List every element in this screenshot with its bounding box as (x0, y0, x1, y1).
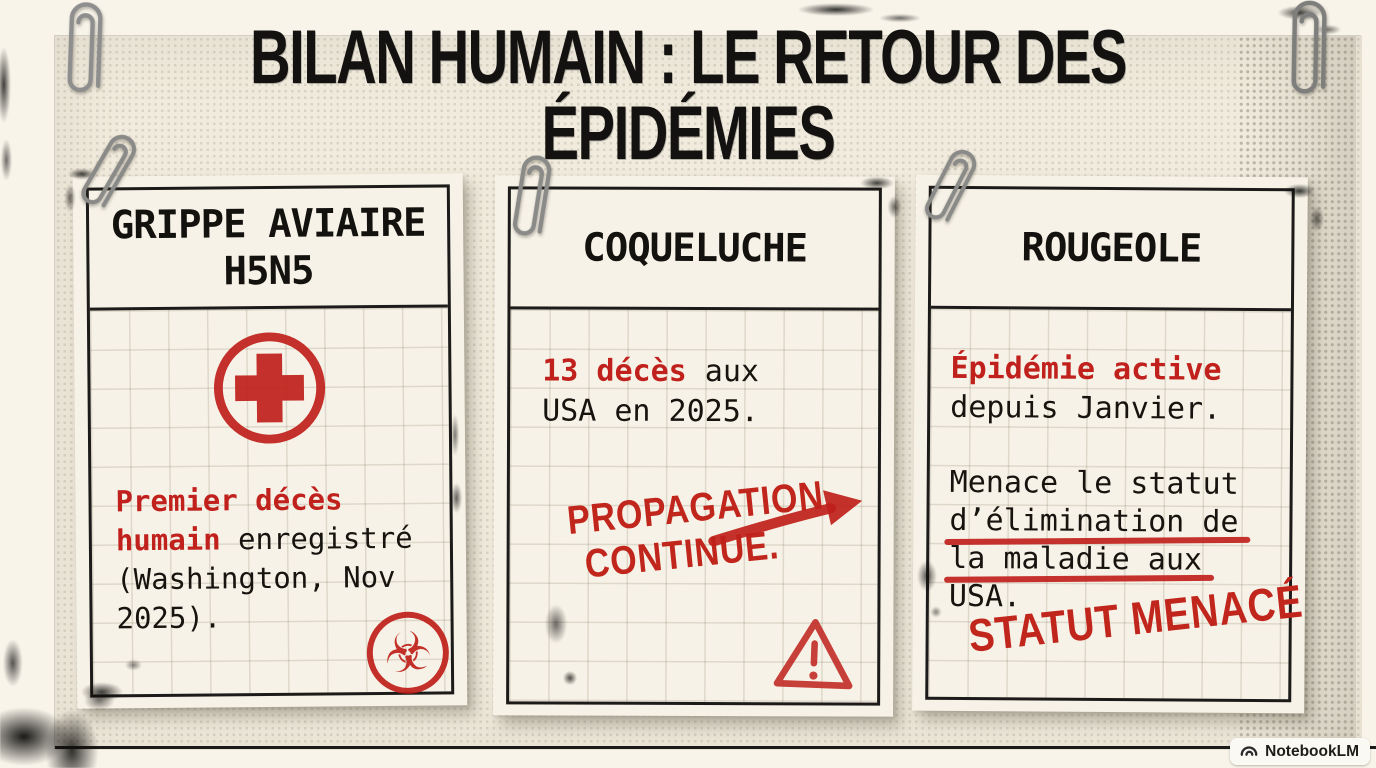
highlight-text: Épidémie active (950, 350, 1222, 388)
card-coqueluche: COQUELUCHE 13 décès aux USA en 2025. PRO… (493, 175, 895, 717)
card-title-coqueluche: COQUELUCHE (510, 189, 879, 311)
card-title-text: ROUGEOLE (1021, 225, 1202, 272)
page-title: BILAN HUMAIN : LE RETOUR DES ÉPIDÉMIES (249, 15, 1128, 176)
medical-cross-icon (213, 332, 326, 444)
plain-text: depuis Janvier. (950, 389, 1222, 427)
card-frame: ROUGEOLE Épidémie active depuis Janvier.… (925, 185, 1305, 703)
card-rougeole: ROUGEOLE Épidémie active depuis Janvier.… (912, 174, 1308, 714)
underlined-text: d’élimination de (949, 502, 1239, 540)
text-line-underlined: la maladie aux (949, 540, 1238, 580)
text-line: Menace le statut (950, 464, 1239, 504)
warning-triangle-icon (773, 619, 853, 690)
card-body: Premier décès humain enregistré (Washing… (89, 307, 455, 700)
card-title-rougeole: ROUGEOLE (930, 188, 1292, 312)
card-body-text: Épidémie active depuis Janvier. (950, 349, 1253, 429)
card-title-text: GRIPPE AVIAIRE H5N5 (110, 200, 426, 294)
grunge-mark (0, 40, 22, 190)
brand-name: NotebookLM (1265, 742, 1359, 760)
notebooklm-logo-icon (1240, 745, 1258, 756)
card-body-text: 13 décès aux USA en 2025. (542, 351, 774, 432)
plain-text: Menace le statut (949, 464, 1239, 502)
card-frame: GRIPPE AVIAIRE H5N5 Premier décès humain… (85, 184, 455, 700)
card-body: 13 décès aux USA en 2025. PROPAGATION CO… (509, 309, 879, 703)
card-title-grippe: GRIPPE AVIAIRE H5N5 (88, 187, 448, 311)
highlight-text: 13 décès (542, 353, 687, 389)
card-frame: COQUELUCHE 13 décès aux USA en 2025. PRO… (506, 186, 882, 706)
arrow-right-icon (708, 490, 863, 547)
underlined-text: la maladie aux (949, 540, 1203, 578)
notebooklm-badge: NotebookLM (1230, 738, 1370, 765)
card-grippe-aviaire: GRIPPE AVIAIRE H5N5 Premier décès humain… (72, 173, 468, 709)
text-line-underlined: d’élimination de (949, 502, 1238, 542)
card-body: Épidémie active depuis Janvier. Menace l… (928, 308, 1305, 700)
card-title-text: COQUELUCHE (582, 225, 808, 272)
poster-bottom-rule (55, 746, 1376, 749)
card-body-text: Premier décès humain enregistré (Washing… (115, 480, 434, 639)
biohazard-glyph: ☣ (379, 617, 437, 688)
